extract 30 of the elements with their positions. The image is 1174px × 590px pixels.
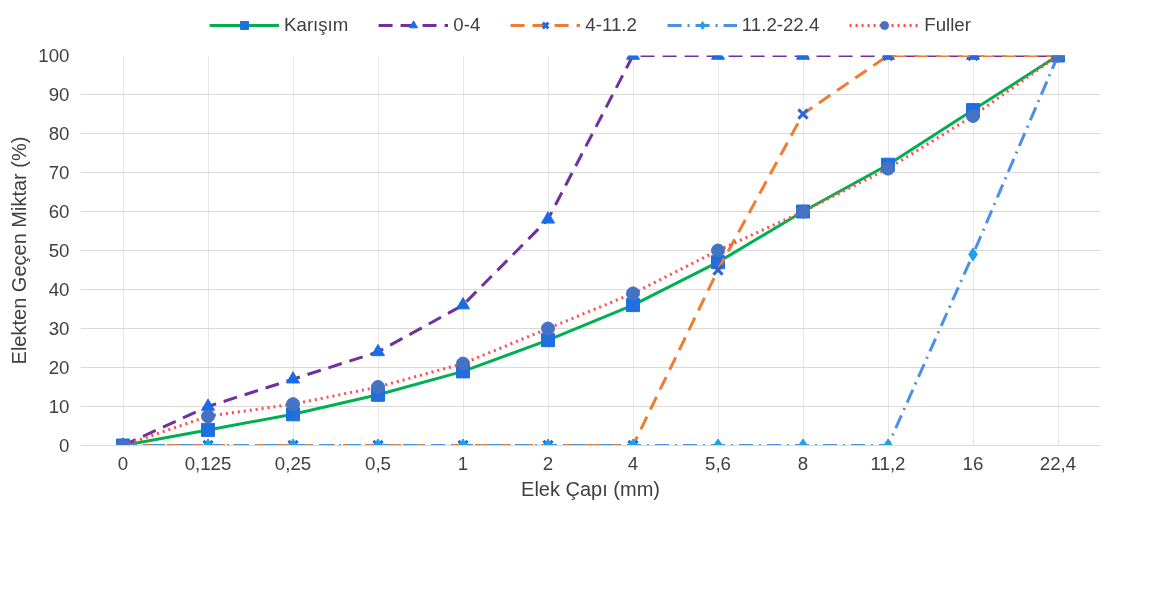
x-tick-label: 22,4: [1039, 452, 1077, 474]
y-tick-label: 60: [48, 201, 70, 222]
x-tick-label: 11,2: [870, 452, 906, 474]
x-tick-label: 0,5: [365, 452, 391, 474]
y-tick-label: 80: [48, 123, 70, 144]
legend-label: 4-11.2: [585, 14, 637, 36]
y-tick-label: 20: [48, 357, 70, 378]
x-tick-label: 0: [117, 452, 129, 474]
x-tick-label: 8: [797, 452, 809, 474]
y-tick-label: 70: [48, 162, 70, 183]
y-tick-label: 50: [48, 240, 70, 261]
legend-label: Karışım: [284, 14, 349, 36]
x-tick-label: 2: [542, 452, 554, 474]
legend-label: 11.2-22.4: [741, 14, 820, 36]
legend-label: 0-4: [453, 14, 481, 36]
x-tick-label: 16: [962, 452, 984, 474]
y-tick-label: 100: [38, 45, 70, 66]
y-tick-label: 0: [59, 435, 70, 456]
x-tick-label: 0,125: [184, 452, 232, 474]
x-axis-title: Elek Çapı (mm): [521, 477, 660, 500]
y-tick-label: 10: [48, 396, 70, 417]
y-tick-label: 30: [48, 318, 70, 339]
y-tick-label: 90: [48, 84, 70, 105]
x-tick-label: 1: [457, 452, 469, 474]
x-tick-label: 5,6: [705, 452, 731, 474]
y-tick-label: 40: [48, 279, 70, 300]
x-tick-label: 4: [627, 452, 639, 474]
x-tick-label: 0,25: [274, 452, 312, 474]
y-axis-title: Elekten Geçen Miktar (%): [8, 136, 31, 365]
legend-label: Fuller: [924, 14, 971, 36]
